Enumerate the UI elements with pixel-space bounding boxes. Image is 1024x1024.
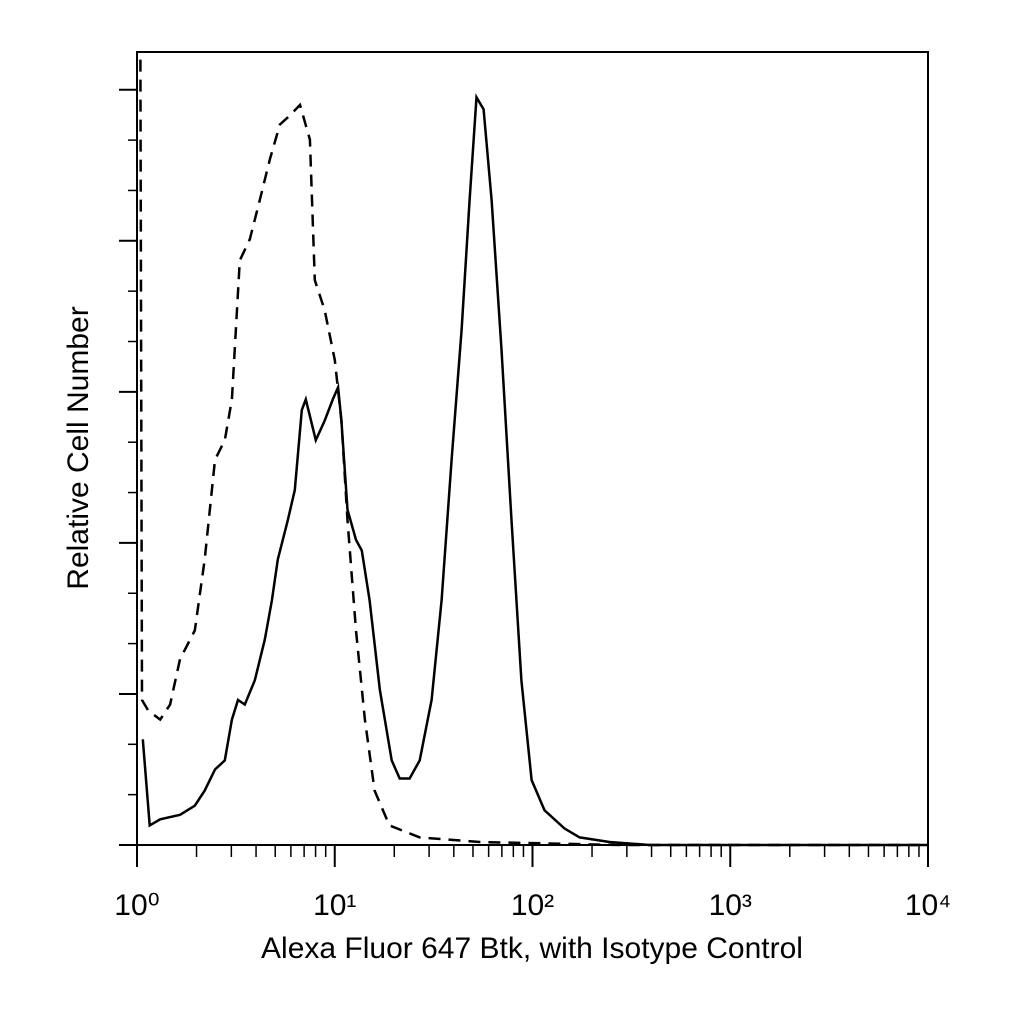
histogram-line <box>141 93 928 847</box>
plot-frame <box>136 51 929 846</box>
x-tick-label: 10² <box>511 889 554 922</box>
x-tick-label: 10³ <box>709 889 752 922</box>
x-tick-label: 10⁴ <box>905 889 951 922</box>
y-axis-title: Relative Cell Number <box>62 306 95 589</box>
histogram-line <box>139 59 928 847</box>
x-tick-label: 10¹ <box>313 889 356 922</box>
x-axis-title: Alexa Fluor 647 Btk, with Isotype Contro… <box>261 932 803 965</box>
x-tick-label: 10⁰ <box>114 889 159 922</box>
